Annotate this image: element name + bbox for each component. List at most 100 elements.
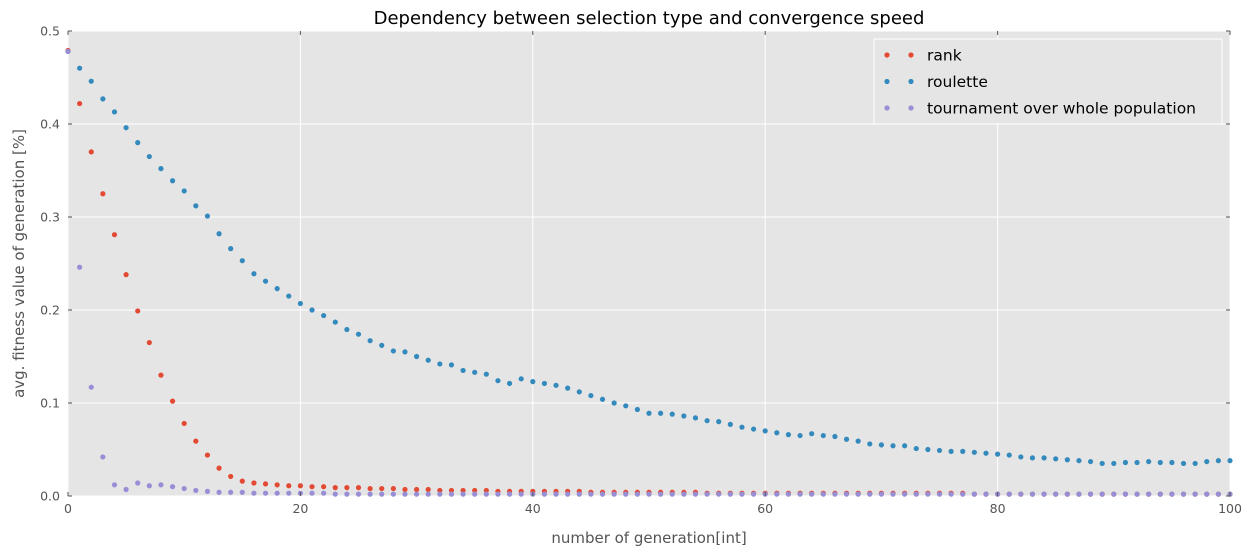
data-point — [262, 490, 269, 496]
data-point — [111, 232, 118, 238]
data-point — [204, 452, 211, 458]
data-point — [1192, 460, 1198, 467]
data-point — [355, 491, 362, 497]
data-point — [344, 326, 350, 333]
data-point — [727, 421, 733, 427]
data-point — [216, 489, 222, 495]
data-point — [472, 487, 478, 494]
data-point — [576, 491, 582, 497]
data-point — [123, 486, 129, 493]
data-point — [669, 491, 675, 497]
data-point — [262, 278, 269, 284]
data-point — [379, 491, 385, 497]
data-point — [228, 246, 234, 252]
series-1 — [65, 48, 1233, 467]
data-point — [274, 490, 280, 496]
data-point — [971, 449, 977, 455]
data-point — [832, 491, 838, 497]
data-point — [111, 482, 118, 488]
data-point — [553, 491, 559, 497]
data-point — [402, 491, 408, 497]
data-point — [1041, 455, 1047, 461]
x-tick-label: 20 — [292, 501, 308, 516]
data-point — [1076, 458, 1082, 464]
data-point — [88, 78, 94, 84]
data-point — [750, 491, 757, 497]
data-point — [716, 491, 722, 497]
x-tick-label: 80 — [990, 501, 1006, 516]
data-point — [460, 487, 466, 494]
data-points — [65, 47, 1233, 497]
data-point — [809, 491, 815, 497]
chart-title: Dependency between selection type and co… — [374, 8, 925, 29]
data-point — [169, 398, 176, 404]
data-point — [77, 65, 83, 71]
data-point — [135, 140, 141, 146]
data-point — [669, 411, 675, 417]
data-point — [135, 308, 141, 314]
data-point — [623, 491, 629, 497]
data-point — [100, 454, 106, 460]
data-point — [1087, 491, 1094, 497]
data-point — [181, 485, 187, 492]
data-point — [355, 331, 362, 337]
data-point — [437, 491, 443, 497]
y-tick-label: 0.5 — [40, 24, 60, 39]
data-point — [785, 432, 792, 438]
data-point — [460, 491, 466, 497]
data-point — [855, 438, 861, 444]
data-point — [750, 426, 757, 432]
data-point — [925, 491, 931, 497]
data-point — [553, 382, 559, 388]
data-point — [379, 485, 385, 492]
y-tick-label: 0.1 — [40, 396, 60, 411]
data-point — [518, 491, 524, 497]
data-point — [843, 491, 850, 497]
data-point — [390, 348, 396, 354]
legend: rank roulette tournament over whole popula… — [873, 38, 1223, 125]
data-point — [867, 491, 873, 497]
data-point — [530, 379, 536, 385]
legend-marker — [908, 78, 914, 85]
data-point — [925, 446, 931, 453]
data-point — [658, 410, 664, 416]
data-point — [1064, 457, 1070, 463]
data-point — [483, 371, 489, 377]
data-point — [193, 438, 199, 444]
data-point — [251, 480, 257, 486]
data-point — [739, 424, 745, 430]
data-point — [518, 376, 524, 382]
y-axis-label: avg. fitness value of generation [%] — [10, 129, 28, 398]
data-point — [1064, 491, 1070, 497]
data-point — [216, 231, 222, 237]
data-point — [878, 442, 885, 448]
data-point — [169, 484, 176, 490]
data-point — [135, 480, 141, 486]
series-2 — [65, 48, 1233, 497]
data-point — [251, 271, 257, 277]
data-point — [1053, 456, 1059, 462]
data-point — [1204, 491, 1210, 497]
data-point — [1029, 491, 1036, 497]
data-point — [541, 380, 548, 387]
x-tick-label: 60 — [757, 501, 773, 516]
data-point — [611, 400, 617, 406]
data-point — [274, 286, 280, 292]
data-point — [774, 430, 780, 436]
data-point — [1122, 491, 1129, 497]
data-point — [902, 443, 908, 449]
data-point — [890, 491, 896, 497]
data-point — [1146, 491, 1152, 497]
data-point — [1204, 458, 1210, 465]
data-point — [1157, 491, 1163, 497]
data-point — [692, 415, 699, 421]
data-point — [1192, 491, 1198, 497]
data-point — [1087, 458, 1094, 465]
data-point — [181, 188, 187, 194]
data-point — [169, 178, 176, 184]
data-point — [390, 485, 396, 492]
data-point — [588, 392, 594, 399]
data-point — [437, 361, 443, 367]
data-point — [239, 489, 245, 495]
data-point — [1111, 460, 1117, 467]
